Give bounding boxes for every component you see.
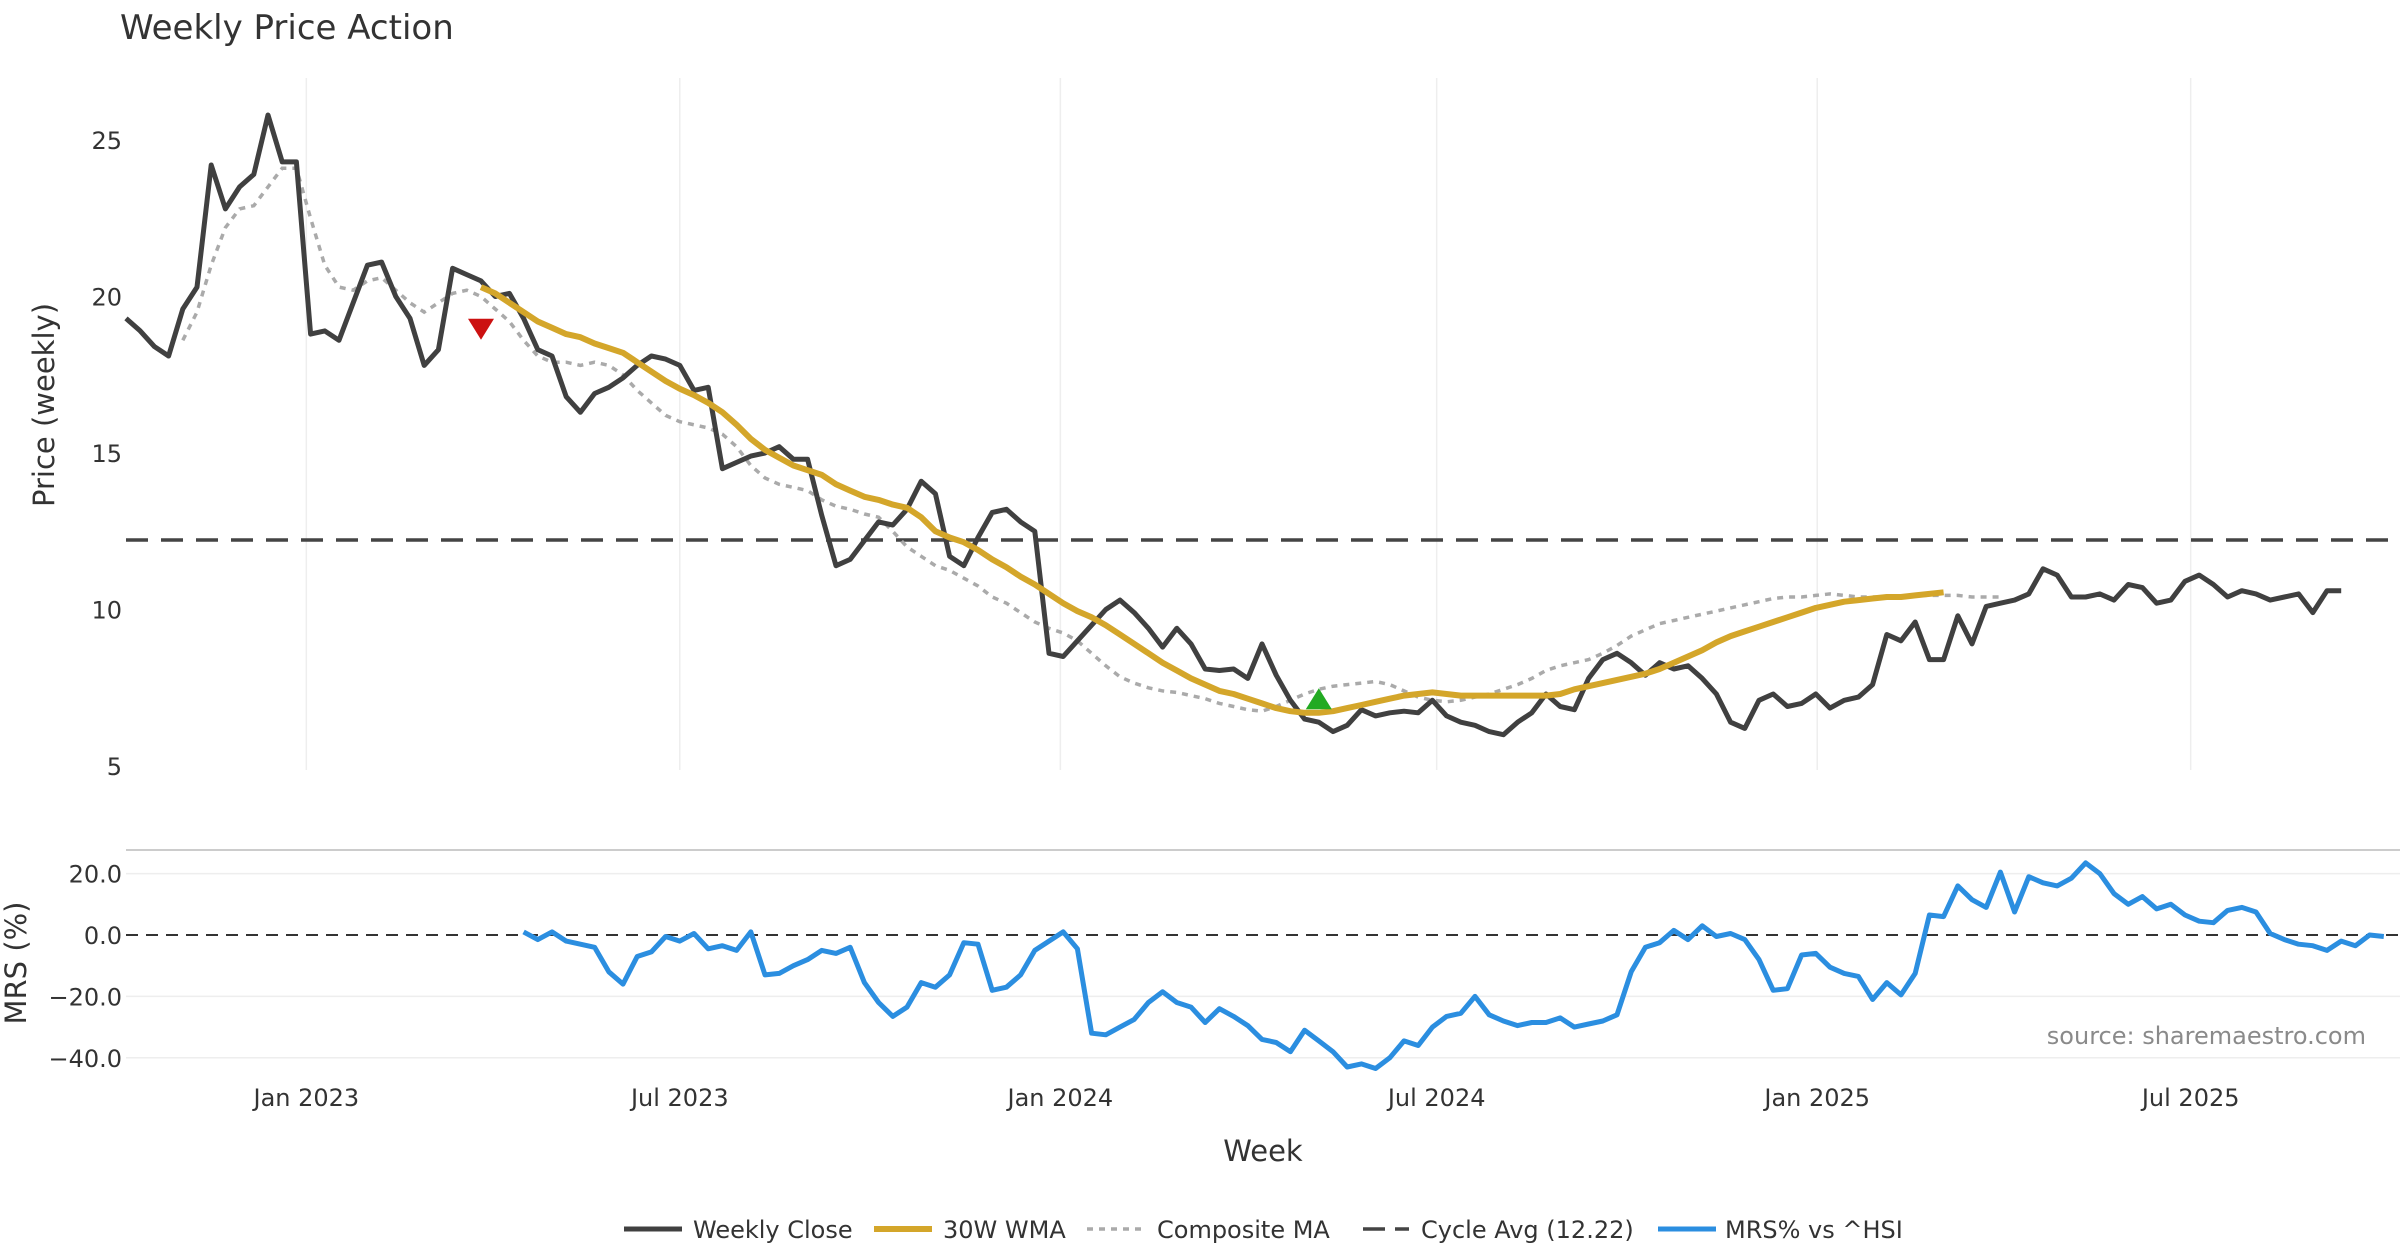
source-label: source: sharemaestro.com bbox=[2047, 1022, 2366, 1050]
mrs-line bbox=[522, 860, 2385, 1071]
x-tick-label: Jan 2025 bbox=[1762, 1084, 1870, 1112]
price-y-tick-label: 10 bbox=[91, 597, 122, 625]
legend-composite-label: Composite MA bbox=[1157, 1216, 1330, 1244]
legend-wma-label: 30W WMA bbox=[943, 1216, 1066, 1244]
legend: Weekly Close 30W WMA Composite MA Cycle … bbox=[624, 1216, 1903, 1244]
buy-signal-marker bbox=[1305, 688, 1332, 710]
price-y-tick-label: 15 bbox=[91, 440, 122, 468]
chart-title: Weekly Price Action bbox=[120, 8, 454, 48]
x-tick-label: Jan 2024 bbox=[1006, 1084, 1114, 1112]
x-tick-label: Jul 2023 bbox=[629, 1084, 729, 1112]
x-tick-label: Jan 2023 bbox=[251, 1084, 359, 1112]
price-y-tick-label: 25 bbox=[91, 127, 122, 155]
legend-mrs-label: MRS% vs ^HSI bbox=[1725, 1216, 1903, 1244]
legend-cycle-avg-label: Cycle Avg (12.22) bbox=[1421, 1216, 1634, 1244]
mrs-y-tick-label: 0.0 bbox=[84, 922, 122, 950]
x-tick-label: Jul 2024 bbox=[1386, 1084, 1486, 1112]
mrs-y-ticks: 20.0 0.0 −20.0 −40.0 bbox=[48, 861, 122, 1073]
x-tick-label: Jul 2025 bbox=[2140, 1084, 2240, 1112]
composite-ma-line bbox=[181, 166, 2001, 713]
weekly-close-line bbox=[124, 112, 2342, 738]
price-panel-gridlines bbox=[305, 78, 2192, 770]
mrs-panel-gridlines bbox=[126, 872, 2400, 1059]
price-y-tick-label: 20 bbox=[91, 284, 122, 312]
mrs-y-tick-label: 20.0 bbox=[69, 861, 122, 889]
mrs-y-tick-label: −20.0 bbox=[48, 983, 122, 1011]
x-axis-title: Week bbox=[1223, 1134, 1303, 1168]
x-ticks: Jan 2023 Jul 2023 Jan 2024 Jul 2024 Jan 2025… bbox=[251, 1084, 2239, 1112]
mrs-y-axis-title: MRS (%) bbox=[0, 902, 33, 1025]
wma-30w-line bbox=[479, 284, 1944, 716]
legend-weekly-close-label: Weekly Close bbox=[693, 1216, 853, 1244]
mrs-y-tick-label: −40.0 bbox=[48, 1045, 122, 1073]
price-y-ticks: 5 10 15 20 25 bbox=[91, 127, 122, 781]
sell-signal-marker bbox=[468, 318, 494, 340]
price-y-tick-label: 5 bbox=[107, 753, 122, 781]
price-y-axis-title: Price (weekly) bbox=[27, 303, 61, 507]
